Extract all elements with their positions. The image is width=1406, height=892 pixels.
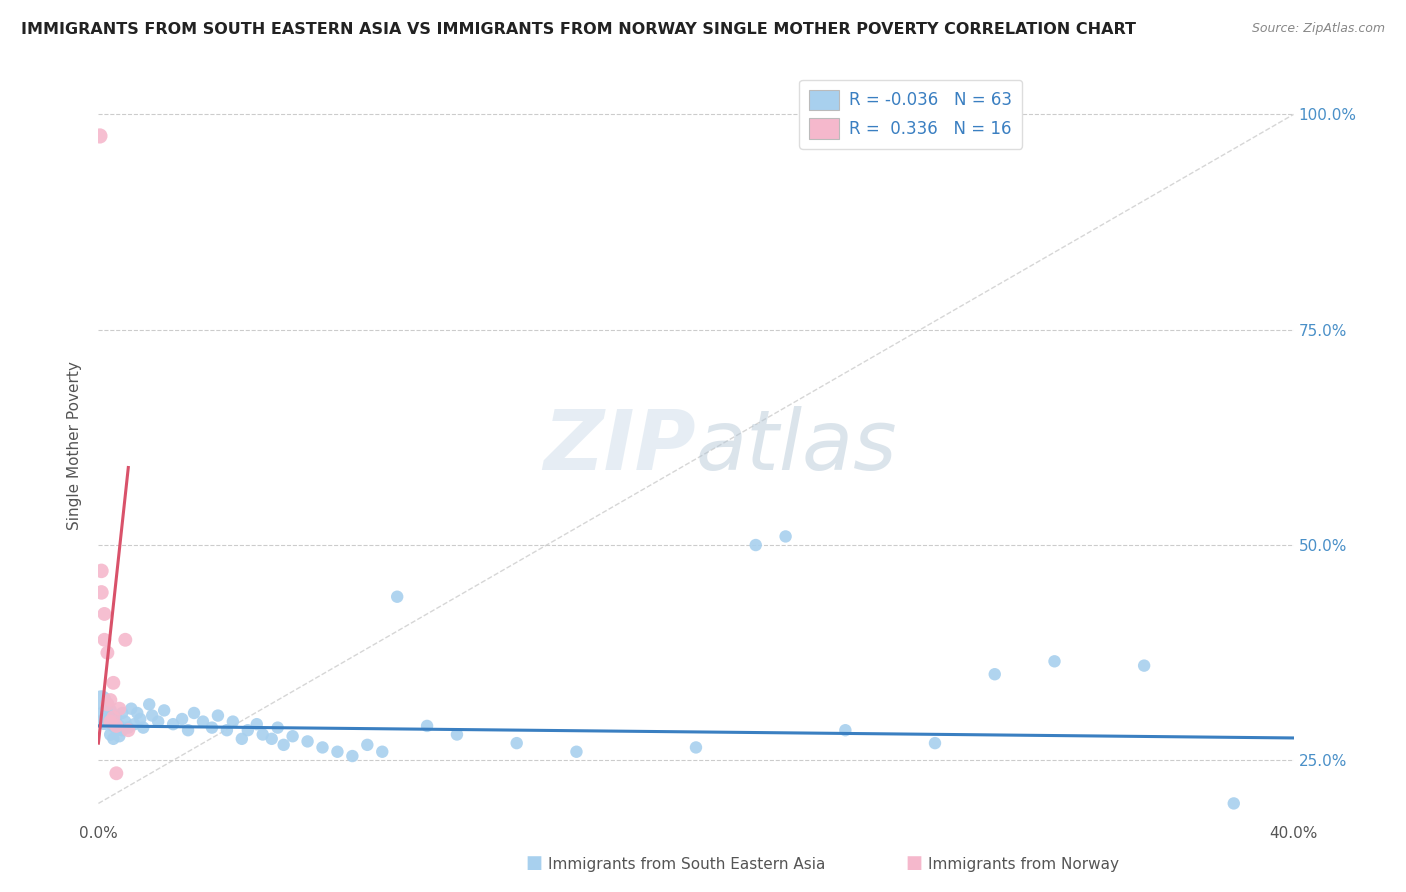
Point bbox=[207, 708, 229, 723]
Point bbox=[105, 723, 128, 738]
Point bbox=[98, 714, 122, 729]
Point bbox=[446, 727, 468, 741]
Point bbox=[93, 706, 115, 720]
Text: Immigrants from Norway: Immigrants from Norway bbox=[928, 857, 1119, 872]
Point bbox=[177, 723, 200, 738]
Point bbox=[96, 698, 118, 712]
Point bbox=[834, 723, 856, 738]
Point bbox=[105, 710, 128, 724]
Point bbox=[124, 717, 146, 731]
Point bbox=[1043, 654, 1066, 668]
Point bbox=[215, 723, 238, 738]
Point bbox=[745, 538, 768, 552]
Point bbox=[120, 701, 142, 715]
Point bbox=[108, 719, 131, 733]
Point bbox=[89, 128, 111, 143]
Point bbox=[153, 703, 176, 717]
Point bbox=[416, 719, 439, 733]
Point bbox=[565, 745, 588, 759]
Point bbox=[260, 731, 283, 746]
Text: IMMIGRANTS FROM SOUTH EASTERN ASIA VS IMMIGRANTS FROM NORWAY SINGLE MOTHER POVER: IMMIGRANTS FROM SOUTH EASTERN ASIA VS IM… bbox=[21, 22, 1136, 37]
Point bbox=[231, 731, 253, 746]
Point bbox=[103, 731, 125, 746]
Point bbox=[90, 585, 112, 599]
Point bbox=[267, 721, 290, 735]
Point bbox=[984, 667, 1007, 681]
Legend: R = -0.036   N = 63, R =  0.336   N = 16: R = -0.036 N = 63, R = 0.336 N = 16 bbox=[799, 79, 1022, 149]
Point bbox=[98, 693, 122, 707]
Point bbox=[1223, 797, 1246, 811]
Point bbox=[685, 740, 707, 755]
Text: Source: ZipAtlas.com: Source: ZipAtlas.com bbox=[1251, 22, 1385, 36]
Point bbox=[96, 698, 118, 712]
Point bbox=[90, 693, 112, 707]
Point bbox=[114, 714, 136, 729]
Text: atlas: atlas bbox=[696, 406, 897, 486]
Point bbox=[775, 529, 797, 543]
Point bbox=[148, 714, 170, 729]
Point bbox=[108, 729, 131, 743]
Point bbox=[98, 703, 122, 717]
Point bbox=[356, 738, 378, 752]
Point bbox=[371, 745, 394, 759]
Point bbox=[111, 706, 134, 720]
Point bbox=[114, 632, 136, 647]
Point bbox=[222, 714, 245, 729]
Point bbox=[103, 676, 125, 690]
Point bbox=[127, 706, 149, 720]
Point bbox=[105, 766, 128, 780]
Point bbox=[281, 729, 304, 743]
Point bbox=[183, 706, 205, 720]
Point bbox=[93, 714, 115, 729]
Text: ■: ■ bbox=[526, 855, 543, 872]
Point bbox=[138, 698, 160, 712]
Point bbox=[96, 646, 118, 660]
Point bbox=[311, 740, 333, 755]
Point bbox=[273, 738, 295, 752]
Point bbox=[246, 717, 269, 731]
Point bbox=[326, 745, 349, 759]
Point bbox=[506, 736, 529, 750]
Point bbox=[162, 717, 184, 731]
Y-axis label: Single Mother Poverty: Single Mother Poverty bbox=[67, 361, 83, 531]
Point bbox=[924, 736, 946, 750]
Point bbox=[108, 701, 131, 715]
Point bbox=[117, 723, 139, 738]
Point bbox=[252, 727, 274, 741]
Text: ■: ■ bbox=[905, 855, 922, 872]
Point bbox=[297, 734, 319, 748]
Point bbox=[103, 710, 125, 724]
Text: Immigrants from South Eastern Asia: Immigrants from South Eastern Asia bbox=[548, 857, 825, 872]
Point bbox=[132, 721, 155, 735]
Point bbox=[342, 749, 364, 764]
Point bbox=[98, 727, 122, 741]
Point bbox=[93, 632, 115, 647]
Point bbox=[129, 712, 152, 726]
Point bbox=[111, 723, 134, 738]
Point bbox=[236, 723, 259, 738]
Point bbox=[385, 590, 409, 604]
Point bbox=[191, 714, 214, 729]
Point bbox=[172, 712, 194, 726]
Text: ZIP: ZIP bbox=[543, 406, 696, 486]
Point bbox=[105, 719, 128, 733]
Point bbox=[103, 719, 125, 733]
Point bbox=[141, 708, 163, 723]
Point bbox=[96, 712, 118, 726]
Point bbox=[93, 607, 115, 621]
Point bbox=[90, 564, 112, 578]
Point bbox=[201, 721, 224, 735]
Point bbox=[1133, 658, 1156, 673]
Point bbox=[117, 721, 139, 735]
